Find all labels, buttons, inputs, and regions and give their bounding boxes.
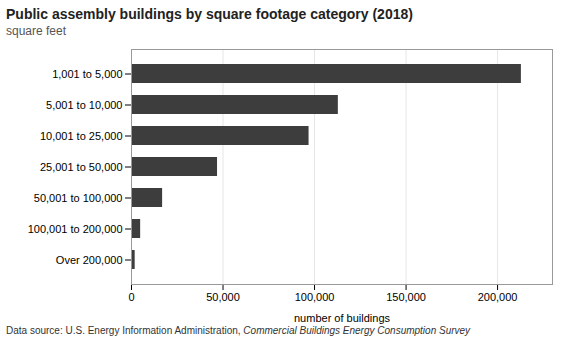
svg-text:10,001 to 25,000: 10,001 to 25,000 xyxy=(40,130,123,142)
html-text:Public assembly buildings by s: Public assembly buildings by square foot… xyxy=(6,6,413,22)
svg-text:1,001 to 5,000: 1,001 to 5,000 xyxy=(52,68,122,80)
html-text:square feet: square feet xyxy=(6,24,66,38)
svg-text:100,001 to 200,000: 100,001 to 200,000 xyxy=(28,223,123,235)
html-text:Data source: U.S. Energy Infor: Data source: U.S. Energy Information Adm… xyxy=(6,325,471,336)
svg-text:100,000: 100,000 xyxy=(295,291,335,303)
svg-text:5,001 to 10,000: 5,001 to 10,000 xyxy=(46,99,122,111)
svg-text:25,001 to 50,000: 25,001 to 50,000 xyxy=(40,161,123,173)
svg-text:Over 200,000: Over 200,000 xyxy=(56,254,123,266)
svg-text:150,000: 150,000 xyxy=(386,291,426,303)
svg-text:0: 0 xyxy=(128,291,134,303)
svg-text:200,000: 200,000 xyxy=(478,291,518,303)
svg-text:50,001 to 100,000: 50,001 to 100,000 xyxy=(34,192,123,204)
svg-text:50,000: 50,000 xyxy=(206,291,240,303)
svg-text:number of buildings: number of buildings xyxy=(294,312,391,324)
